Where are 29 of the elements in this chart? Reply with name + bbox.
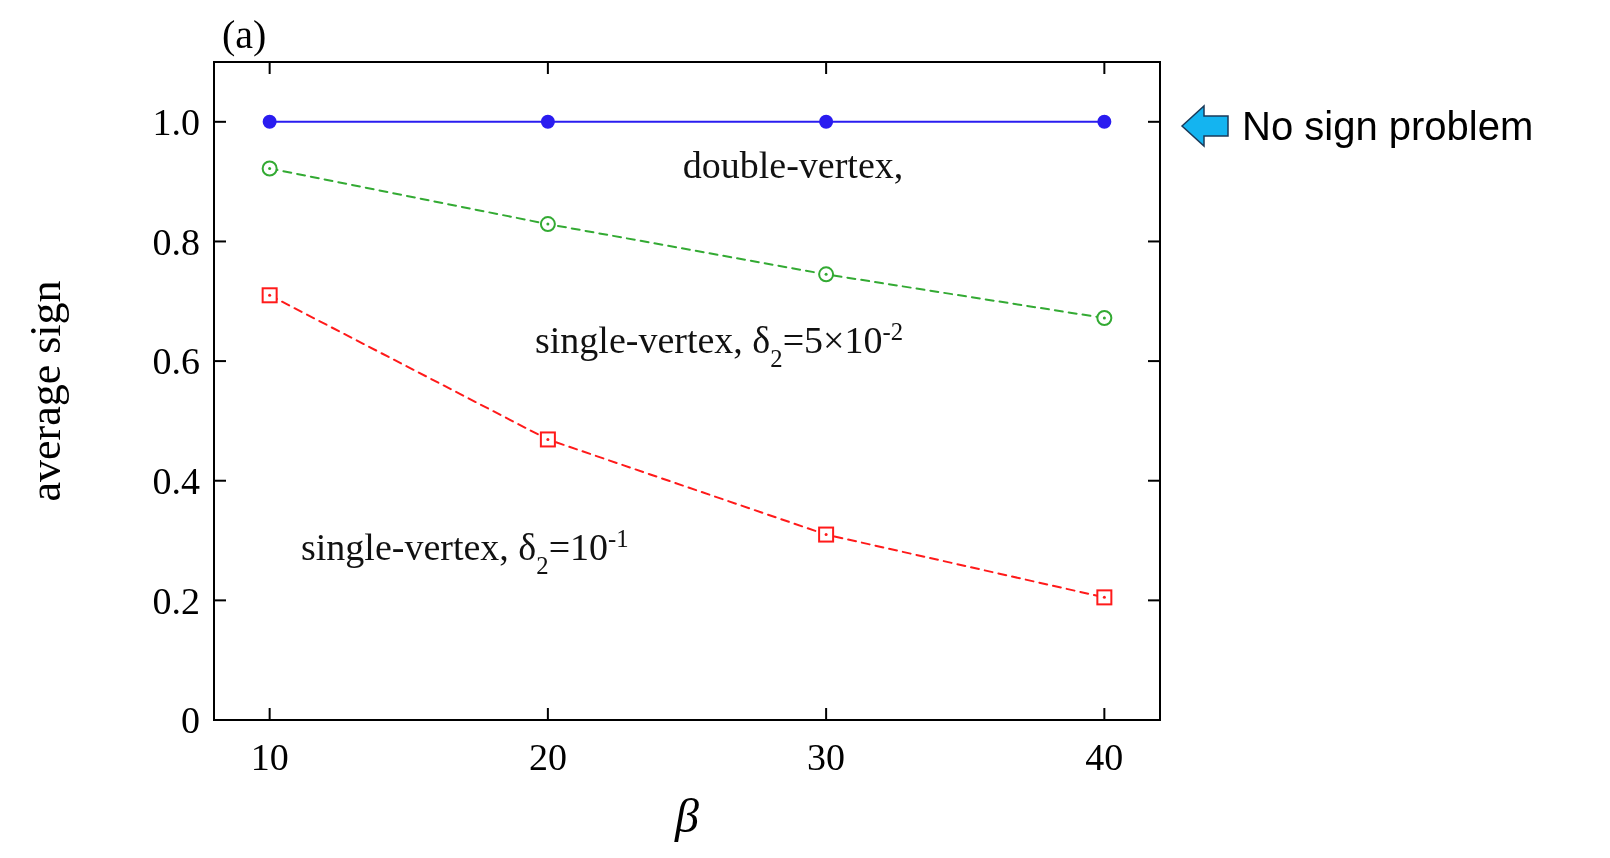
y-tick-label: 0.2 — [152, 579, 200, 622]
point — [262, 114, 277, 129]
point — [1096, 589, 1113, 606]
point — [818, 266, 835, 283]
x-tick-label: 40 — [1085, 736, 1124, 778]
text: No sign problem — [1242, 104, 1534, 148]
point — [539, 216, 556, 233]
y-tick-label: 0.8 — [152, 220, 200, 263]
y-axis-title: average sign — [21, 280, 70, 502]
x-tick-label: 10 — [250, 736, 289, 778]
point — [261, 160, 278, 177]
y-tick-label: 0.6 — [152, 340, 200, 383]
text: (a) — [222, 12, 267, 57]
point — [1096, 310, 1113, 327]
y-tick-label: 1.0 — [152, 101, 200, 144]
y-tick-label: 0 — [181, 699, 200, 742]
point — [261, 287, 278, 304]
x-tick-label: 20 — [528, 736, 567, 778]
point — [818, 526, 835, 543]
point — [540, 114, 555, 129]
point — [819, 114, 834, 129]
x-tick-label: 30 — [807, 736, 846, 778]
point — [1097, 114, 1112, 129]
series-label: single-vertex, δ$_{2}$=5×10$^{-2}$ — [535, 317, 904, 372]
x-axis-title: β — [674, 789, 700, 842]
series-label: single-vertex, δ$_{2}$=10$^{-1}$ — [301, 524, 629, 579]
point — [539, 431, 556, 448]
y-tick-label: 0.4 — [152, 460, 200, 503]
series-label: double-vertex, — [682, 144, 904, 186]
